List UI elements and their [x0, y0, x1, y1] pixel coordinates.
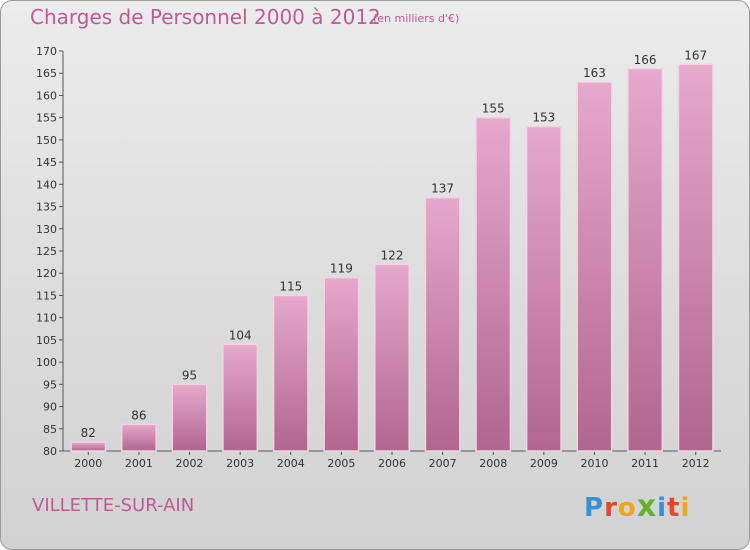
y-tick-label: 150	[36, 134, 57, 147]
logo-letter: i	[680, 493, 691, 523]
x-tick-label: 2009	[530, 457, 558, 470]
chart-title: Charges de Personnel 2000 à 2012	[30, 5, 381, 29]
data-label-2002: 95	[182, 368, 197, 382]
bar-2000	[70, 441, 107, 452]
data-label-2004: 115	[279, 279, 302, 293]
bar-2007	[424, 196, 461, 452]
x-tick-label: 2005	[327, 457, 355, 470]
logo-letter: r	[604, 493, 618, 523]
y-tick-label: 140	[36, 178, 57, 191]
bar-2005	[323, 276, 360, 452]
data-label-2001: 86	[131, 408, 146, 422]
data-label-2006: 122	[381, 248, 404, 262]
x-tick-label: 2008	[479, 457, 507, 470]
y-tick-label: 130	[36, 223, 57, 236]
data-label-2011: 166	[634, 53, 657, 67]
bar-2004	[272, 294, 309, 452]
proxiti-logo: Proxiti	[584, 489, 690, 524]
data-label-2003: 104	[229, 328, 252, 342]
x-tick-label: 2004	[277, 457, 305, 470]
y-tick-label: 80	[43, 445, 57, 458]
data-label-2012: 167	[684, 48, 707, 62]
bar-2011	[627, 68, 664, 452]
bar-2006	[374, 263, 410, 452]
y-tick-label: 170	[36, 45, 57, 58]
x-tick-label: 2001	[125, 457, 153, 470]
data-label-2005: 119	[330, 262, 353, 276]
y-tick-label: 95	[43, 378, 57, 391]
logo-letter: o	[617, 493, 637, 523]
y-tick-label: 105	[36, 334, 57, 347]
y-tick-label: 100	[36, 356, 57, 369]
commune-name: VILLETTE-SUR-AIN	[32, 495, 195, 516]
y-tick-label: 85	[43, 423, 57, 436]
logo-letter: i	[657, 493, 668, 523]
y-tick-label: 115	[36, 289, 57, 302]
logo-letter: t	[667, 493, 681, 523]
y-tick-label: 165	[36, 67, 57, 80]
y-tick-label: 145	[36, 156, 57, 169]
x-tick-label: 2000	[74, 457, 102, 470]
y-tick-label: 155	[36, 112, 57, 125]
y-tick-label: 135	[36, 201, 57, 214]
x-tick-label: 2010	[580, 457, 608, 470]
bar-2008	[475, 116, 512, 452]
bar-2012	[677, 63, 714, 452]
x-tick-label: 2002	[176, 457, 204, 470]
bars-group	[70, 63, 714, 452]
x-axis: 2000 2001 2002 2003 2004 2005 2006 2007 2008 2009…	[63, 450, 721, 470]
x-tick-label: 2007	[429, 457, 457, 470]
bar-2002	[171, 383, 208, 452]
x-tick-label: 2006	[378, 457, 406, 470]
x-tick-label: 2003	[226, 457, 254, 470]
data-label-2007: 137	[431, 182, 454, 196]
y-axis: 80 85 90 95 100 105 110 115 120 125 130 135 140 145 15…	[36, 45, 64, 458]
y-tick-label: 160	[36, 89, 57, 102]
logo-letter: P	[584, 493, 605, 523]
bar-2003	[222, 343, 259, 452]
data-label-2009: 153	[532, 111, 555, 125]
chart-subtitle: (en milliers d'€)	[373, 12, 460, 25]
y-tick-label: 120	[36, 267, 57, 280]
bar-2009	[525, 125, 562, 452]
data-label-2000: 82	[81, 426, 96, 440]
x-tick-label: 2011	[631, 457, 659, 470]
data-label-2008: 155	[482, 102, 505, 116]
data-label-2010: 163	[583, 66, 606, 80]
y-tick-label: 90	[43, 401, 57, 414]
bar-2010	[576, 81, 613, 452]
data-labels-group: 82 86 95 104 115 119 122 137 155 153 163 166 167	[81, 48, 707, 440]
y-tick-label: 110	[36, 312, 57, 325]
logo-letter: x	[636, 489, 658, 524]
bar-2001	[120, 423, 157, 452]
x-tick-label: 2012	[682, 457, 710, 470]
y-tick-label: 125	[36, 245, 57, 258]
